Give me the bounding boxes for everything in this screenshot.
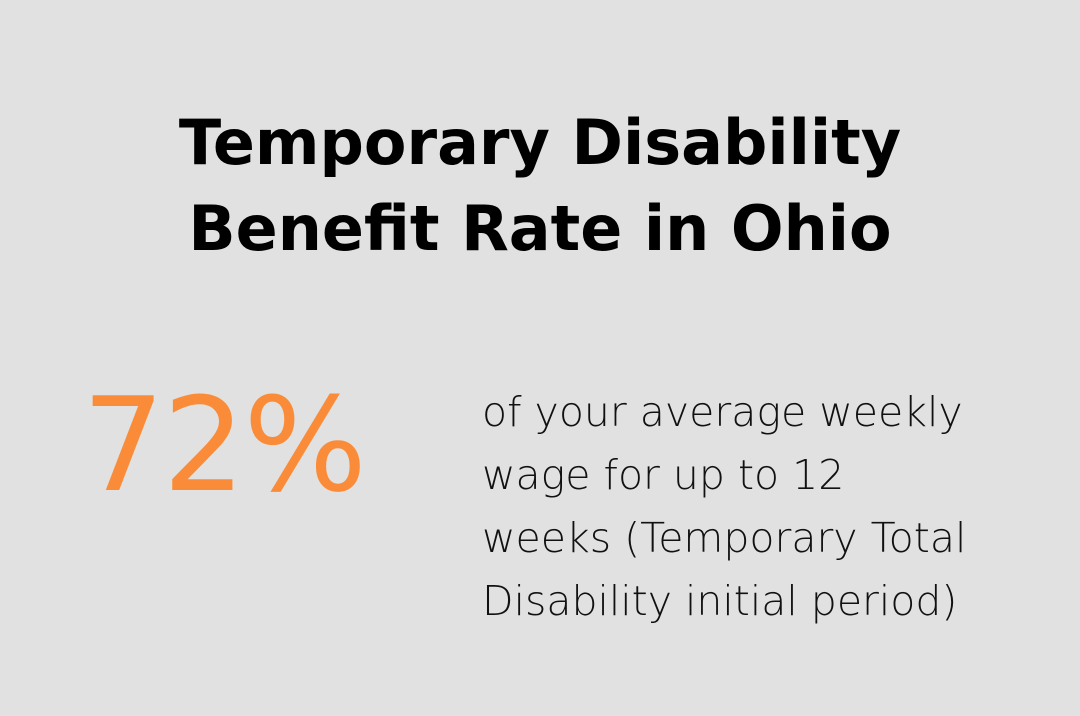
description-line: of your average weekly — [482, 388, 963, 436]
page-title: Temporary Disability Benefit Rate in Ohi… — [0, 100, 1080, 272]
stat-description: of your average weekly wage for up to 12… — [482, 381, 1062, 633]
description-line: weeks (Temporary Total — [482, 514, 967, 562]
description-line: Disability initial period) — [482, 577, 958, 625]
stat-value: 72% — [82, 369, 367, 521]
description-line: wage for up to 12 — [482, 451, 845, 499]
title-line-2: Benefit Rate in Ohio — [188, 192, 892, 265]
title-line-1: Temporary Disability — [178, 106, 902, 179]
